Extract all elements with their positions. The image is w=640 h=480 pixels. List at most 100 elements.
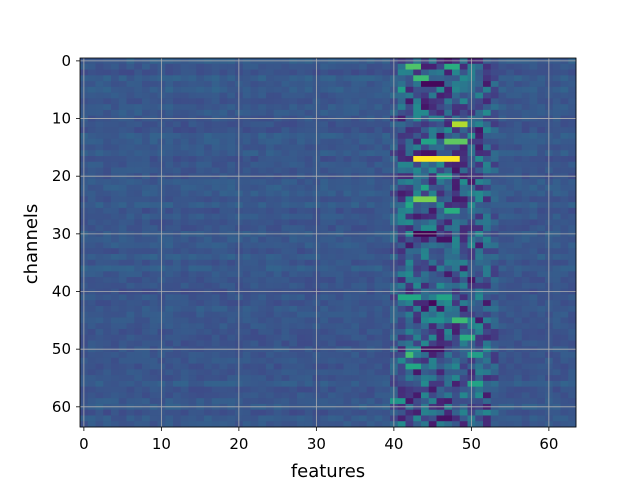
heatmap-cell bbox=[529, 352, 538, 359]
heatmap-cell bbox=[250, 207, 259, 215]
heatmap-cell bbox=[304, 109, 313, 117]
heatmap-cell bbox=[421, 109, 430, 117]
heatmap-cell bbox=[320, 352, 329, 359]
heatmap-cell bbox=[397, 259, 406, 266]
heatmap-cell bbox=[405, 69, 414, 76]
heatmap-cell bbox=[514, 409, 523, 416]
heatmap-cell bbox=[134, 415, 143, 422]
heatmap-cell bbox=[126, 132, 135, 140]
heatmap-cell bbox=[180, 109, 189, 117]
heatmap-cell bbox=[173, 300, 182, 307]
heatmap-cell bbox=[95, 265, 104, 272]
heatmap-cell bbox=[413, 190, 422, 197]
heatmap-cell bbox=[514, 127, 523, 134]
heatmap-cell bbox=[111, 300, 120, 307]
heatmap-cell bbox=[374, 138, 383, 145]
heatmap-cell bbox=[242, 63, 251, 70]
heatmap-cell bbox=[304, 167, 313, 174]
heatmap-cell bbox=[87, 357, 96, 364]
heatmap-cell bbox=[444, 98, 453, 105]
heatmap-cell bbox=[227, 317, 236, 324]
heatmap-cell bbox=[142, 167, 151, 174]
heatmap-cell bbox=[111, 421, 120, 428]
heatmap-cell bbox=[351, 219, 360, 226]
heatmap-cell bbox=[436, 69, 445, 76]
heatmap-cell bbox=[266, 190, 275, 197]
heatmap-cell bbox=[343, 392, 352, 399]
heatmap-cell bbox=[273, 352, 282, 359]
heatmap-cell bbox=[413, 213, 422, 220]
heatmap-cell bbox=[320, 98, 329, 105]
heatmap-cell bbox=[204, 144, 213, 151]
heatmap-cell bbox=[227, 86, 236, 93]
heatmap-cell bbox=[382, 415, 391, 422]
heatmap-cell bbox=[521, 127, 530, 134]
heatmap-cell bbox=[289, 236, 298, 243]
heatmap-cell bbox=[196, 156, 205, 163]
heatmap-cell bbox=[397, 271, 406, 278]
heatmap-cell bbox=[343, 363, 352, 370]
heatmap-cell bbox=[87, 184, 96, 192]
heatmap-cell bbox=[397, 161, 406, 168]
heatmap-cell bbox=[204, 265, 213, 272]
heatmap-cell bbox=[219, 179, 228, 186]
heatmap-cell bbox=[134, 282, 143, 290]
heatmap-cell bbox=[320, 190, 329, 197]
heatmap-cell bbox=[196, 219, 205, 226]
heatmap-cell bbox=[304, 75, 313, 82]
heatmap-cell bbox=[452, 294, 461, 301]
heatmap-cell bbox=[180, 225, 189, 232]
heatmap-cell bbox=[142, 300, 151, 307]
x-tick-label: 20 bbox=[229, 435, 248, 453]
heatmap-cell bbox=[521, 340, 530, 347]
heatmap-cell bbox=[111, 328, 120, 336]
heatmap-cell bbox=[366, 213, 375, 220]
heatmap-cell bbox=[219, 144, 228, 151]
heatmap-cell bbox=[196, 196, 205, 203]
heatmap-cell bbox=[436, 265, 445, 272]
heatmap-cell bbox=[506, 409, 515, 416]
heatmap-cell bbox=[211, 415, 220, 422]
heatmap-cell bbox=[188, 242, 197, 249]
heatmap-cell bbox=[258, 363, 267, 370]
heatmap-cell bbox=[452, 196, 461, 203]
heatmap-cell bbox=[165, 92, 174, 99]
heatmap-cell bbox=[149, 161, 158, 168]
heatmap-cell bbox=[196, 352, 205, 359]
heatmap-cell bbox=[95, 421, 104, 428]
heatmap-cell bbox=[273, 248, 282, 255]
heatmap-cell bbox=[242, 156, 251, 163]
heatmap-cell bbox=[250, 190, 259, 197]
heatmap-cell bbox=[304, 138, 313, 145]
heatmap-cell bbox=[560, 277, 569, 284]
heatmap-cell bbox=[483, 127, 492, 134]
heatmap-cell bbox=[142, 380, 151, 388]
heatmap-cell bbox=[459, 265, 468, 272]
heatmap-cell bbox=[382, 375, 391, 382]
heatmap-cell bbox=[188, 386, 197, 393]
heatmap-cell bbox=[452, 202, 461, 209]
heatmap-cell bbox=[266, 259, 275, 266]
heatmap-cell bbox=[281, 386, 290, 393]
heatmap-cell bbox=[529, 300, 538, 307]
heatmap-cell bbox=[320, 398, 329, 405]
heatmap-cell bbox=[335, 81, 344, 88]
heatmap-cell bbox=[126, 421, 135, 428]
heatmap-cell bbox=[180, 265, 189, 272]
heatmap-cell bbox=[266, 311, 275, 318]
heatmap-cell bbox=[250, 184, 259, 192]
heatmap-cell bbox=[343, 340, 352, 347]
heatmap-cell bbox=[552, 265, 561, 272]
heatmap-cell bbox=[428, 242, 437, 249]
heatmap-cell bbox=[405, 75, 414, 82]
heatmap-cell bbox=[459, 86, 468, 93]
heatmap-cell bbox=[103, 380, 112, 388]
heatmap-cell bbox=[335, 259, 344, 266]
heatmap-cell bbox=[382, 109, 391, 117]
heatmap-cell bbox=[142, 150, 151, 157]
heatmap-cell bbox=[351, 352, 360, 359]
heatmap-cell bbox=[483, 190, 492, 197]
heatmap-cell bbox=[366, 81, 375, 88]
heatmap-cell bbox=[483, 109, 492, 117]
heatmap-cell bbox=[475, 294, 484, 301]
